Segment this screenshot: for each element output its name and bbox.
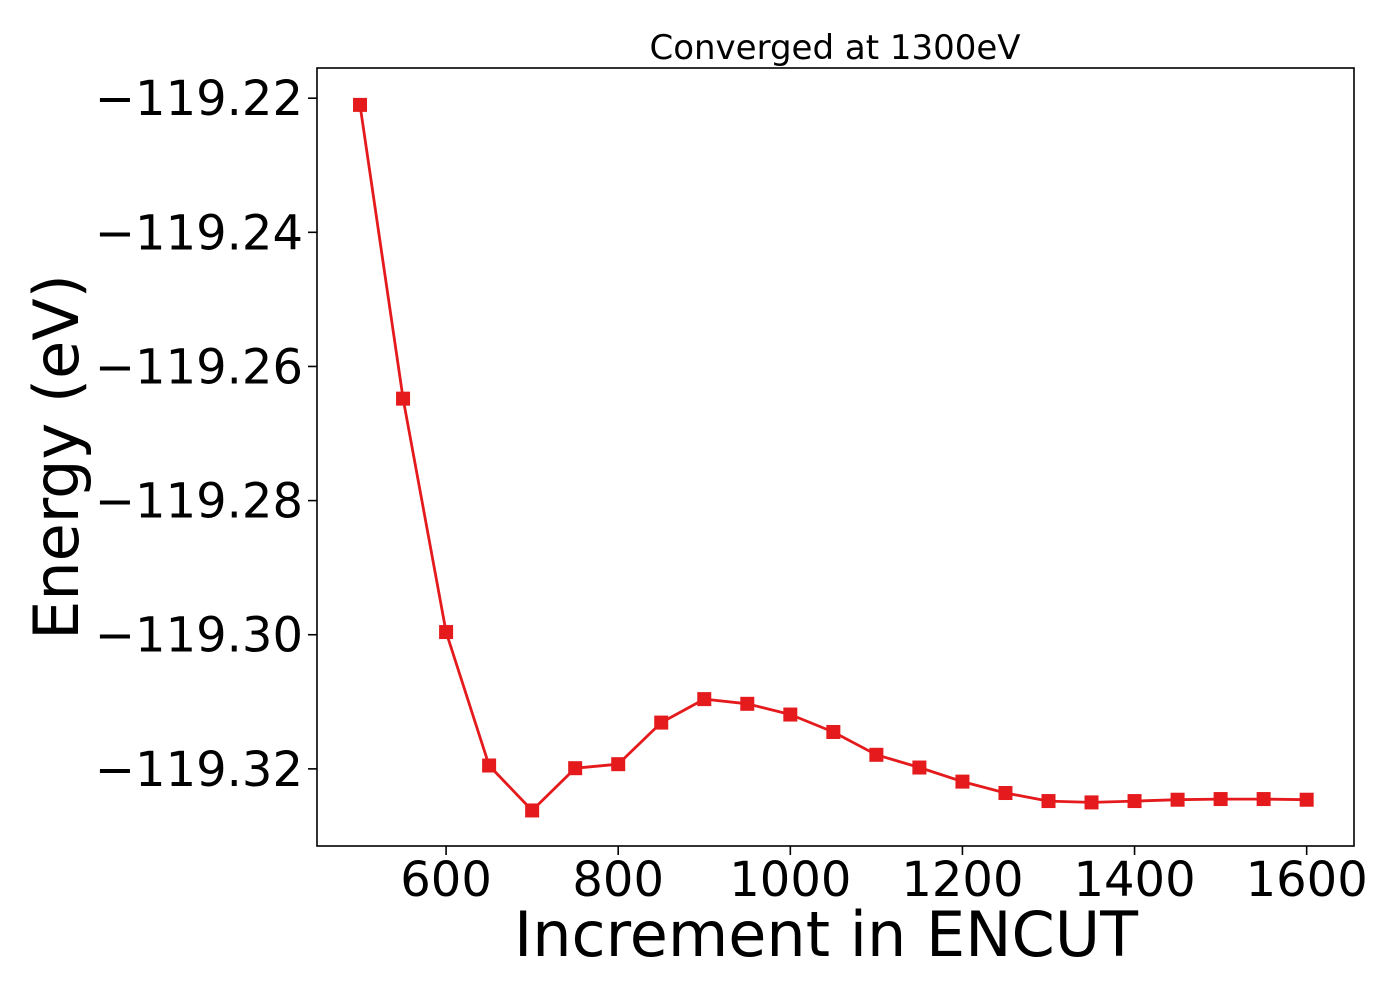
plot-frame	[316, 67, 1355, 847]
data-point	[611, 757, 626, 772]
y-tick-label: −119.24	[95, 205, 303, 261]
y-axis-label: Energy (eV)	[20, 274, 93, 640]
series-layer	[353, 97, 1314, 818]
data-point	[1041, 794, 1056, 809]
y-tick-label: −119.26	[95, 339, 303, 395]
data-point	[869, 747, 884, 762]
data-point	[568, 761, 583, 776]
plot-area: 600 800 1000 1200 1400 1600 −119.22−119.24−11…	[95, 67, 1368, 908]
data-point	[1256, 792, 1271, 807]
data-point	[826, 724, 841, 739]
data-point	[912, 760, 927, 775]
data-point	[396, 391, 411, 406]
x-tick-label: 600	[400, 852, 492, 908]
data-point	[998, 786, 1013, 801]
data-point	[697, 692, 712, 707]
data-point	[783, 707, 798, 722]
data-point	[439, 625, 454, 640]
x-axis: 600 800 1000 1200 1400 1600	[400, 846, 1368, 908]
data-point	[1299, 792, 1314, 807]
data-point	[654, 715, 669, 730]
x-tick-label: 1000	[729, 852, 851, 908]
x-tick-label: 1200	[901, 852, 1023, 908]
y-tick-label: −119.32	[95, 742, 303, 798]
y-tick-label: −119.22	[95, 71, 303, 127]
chart-title: Converged at 1300eV	[649, 28, 1020, 68]
data-point	[955, 774, 970, 789]
data-point	[1084, 795, 1099, 810]
data-point	[353, 97, 368, 112]
x-tick-label: 800	[572, 852, 664, 908]
data-point	[525, 803, 540, 818]
data-point	[1170, 792, 1185, 807]
y-tick-label: −119.30	[95, 608, 303, 664]
x-axis-label: Increment in ENCUT	[514, 898, 1139, 971]
data-point	[1127, 794, 1142, 809]
series-line	[358, 104, 1307, 812]
data-point	[740, 696, 755, 711]
x-tick-label: 1600	[1246, 852, 1368, 908]
y-tick-label: −119.28	[95, 474, 303, 530]
data-point	[1213, 792, 1228, 807]
y-axis: −119.22 −119.24 −119.26 −119.28 −119.30 −119.…	[95, 71, 317, 798]
data-point	[482, 758, 497, 773]
x-tick-label: 1400	[1073, 852, 1195, 908]
